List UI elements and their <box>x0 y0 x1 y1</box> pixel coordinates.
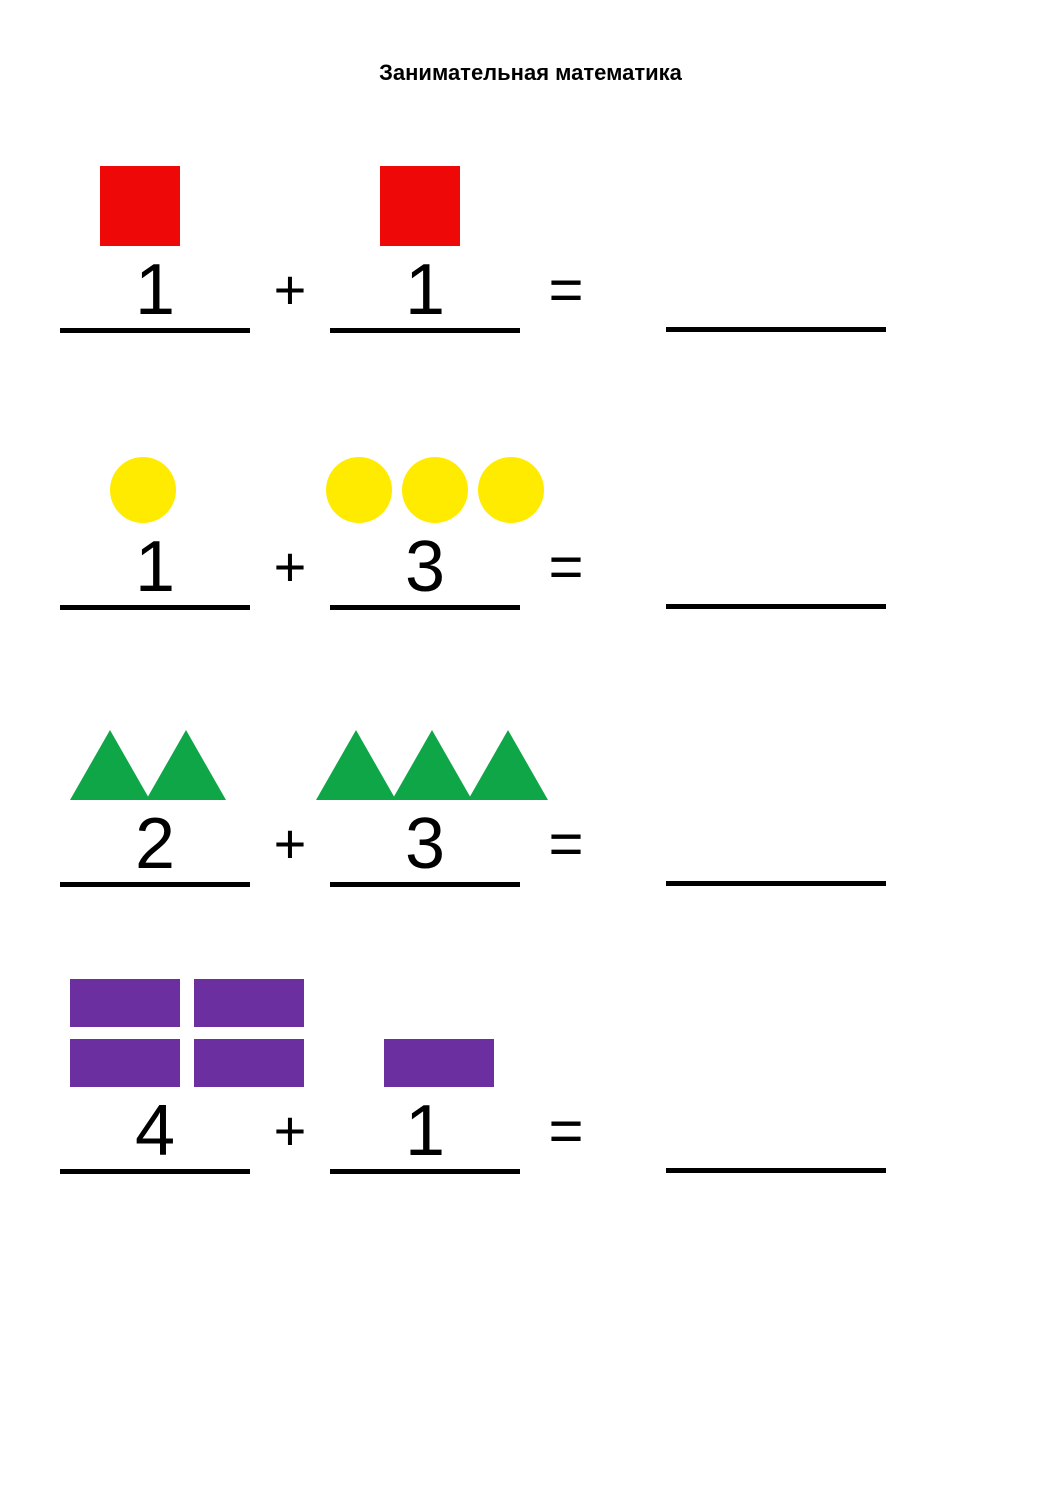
shape-rectangle <box>194 979 304 1027</box>
problem-1-equation: 1 + 1 = <box>60 254 1001 333</box>
problem-4-equation: 4 + 1 = <box>60 1095 1001 1174</box>
operator-plus: + <box>250 539 330 603</box>
shape-rectangle <box>70 979 180 1027</box>
equals-sign: = <box>526 537 606 605</box>
shape-triangle <box>146 730 226 800</box>
operand-right: 1 <box>330 1095 520 1174</box>
operand-left: 4 <box>60 1095 250 1174</box>
shape-circle <box>478 457 544 523</box>
page-title: Занимательная математика <box>60 60 1001 86</box>
problem-3-equation: 2 + 3 = <box>60 808 1001 887</box>
equals-sign: = <box>526 1101 606 1169</box>
shape-triangle <box>70 730 150 800</box>
shape-circle <box>402 457 468 523</box>
operator-plus: + <box>250 1103 330 1167</box>
equals-sign: = <box>526 814 606 882</box>
operand-left: 2 <box>60 808 250 887</box>
answer-blank[interactable] <box>666 255 886 332</box>
problem-1: 1 + 1 = <box>60 136 1001 333</box>
operand-left: 1 <box>60 531 250 610</box>
problem-4-shapes <box>60 967 1001 1087</box>
problem-3-shapes <box>60 690 1001 800</box>
problem-2-shapes <box>60 413 1001 523</box>
shape-circle <box>110 457 176 523</box>
answer-blank[interactable] <box>666 809 886 886</box>
shape-triangle <box>316 730 396 800</box>
operator-plus: + <box>250 262 330 326</box>
problem-2: 1 + 3 = <box>60 413 1001 610</box>
shape-square <box>380 166 460 246</box>
shape-rectangle <box>194 1039 304 1087</box>
shape-triangle <box>392 730 472 800</box>
problem-2-equation: 1 + 3 = <box>60 531 1001 610</box>
problem-1-shapes <box>60 136 1001 246</box>
answer-blank[interactable] <box>666 532 886 609</box>
answer-blank[interactable] <box>666 1096 886 1173</box>
shape-triangle <box>468 730 548 800</box>
shape-rectangle <box>70 1039 180 1087</box>
operand-right: 1 <box>330 254 520 333</box>
shape-circle <box>326 457 392 523</box>
operand-left: 1 <box>60 254 250 333</box>
shape-square <box>100 166 180 246</box>
operator-plus: + <box>250 816 330 880</box>
problem-3: 2 + 3 = <box>60 690 1001 887</box>
problem-4: 4 + 1 = <box>60 967 1001 1174</box>
operand-right: 3 <box>330 808 520 887</box>
equals-sign: = <box>526 260 606 328</box>
operand-right: 3 <box>330 531 520 610</box>
shape-rectangle <box>384 1039 494 1087</box>
